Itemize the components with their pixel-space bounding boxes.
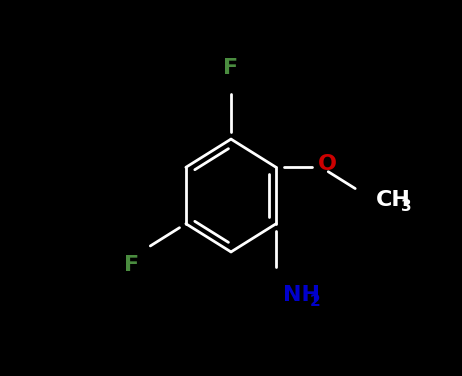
Text: CH: CH: [376, 190, 411, 210]
Text: NH: NH: [283, 285, 320, 305]
Text: F: F: [124, 255, 139, 275]
Text: O: O: [317, 153, 336, 174]
Text: 2: 2: [310, 294, 321, 309]
Text: 3: 3: [401, 199, 412, 214]
Text: F: F: [224, 58, 238, 78]
